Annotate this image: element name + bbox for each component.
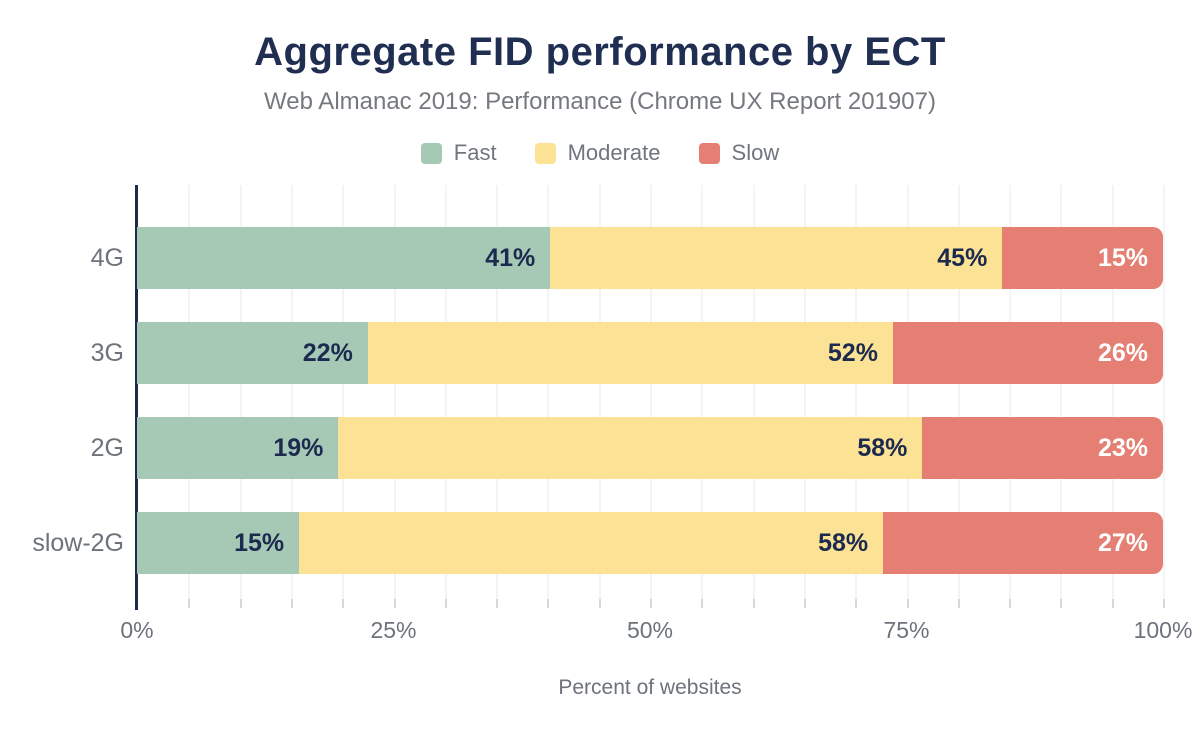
legend-item-fast: Fast xyxy=(420,140,497,166)
x-axis-tick xyxy=(239,599,242,608)
x-axis-tick-label-50: 50% xyxy=(626,617,674,643)
gridline xyxy=(1060,185,1063,608)
x-axis-tick-label-0: 0% xyxy=(120,617,154,643)
bar-value-label: 22% xyxy=(302,338,353,367)
gridline xyxy=(803,185,806,608)
bar-segment-slow: 23% xyxy=(922,417,1163,479)
legend-swatch-icon xyxy=(534,142,556,164)
bar-value-label: 27% xyxy=(1097,528,1149,557)
gridline xyxy=(547,185,550,608)
gridline xyxy=(444,185,447,608)
gridline xyxy=(1009,185,1012,608)
x-axis-tick xyxy=(496,599,499,608)
bar-row-2G: 19% 58% 23% xyxy=(137,417,1163,479)
y-axis-label-3G: 3G xyxy=(90,339,124,367)
x-axis-title: Percent of websites xyxy=(558,676,742,699)
y-axis-label-slow-2G: slow-2G xyxy=(32,529,124,557)
bar-segment-fast: 19% xyxy=(137,417,339,479)
gridline xyxy=(957,185,960,608)
chart-title: Aggregate FID performance by ECT xyxy=(254,30,946,74)
gridline xyxy=(1163,185,1165,608)
bar-value-label: 19% xyxy=(273,433,324,462)
gridline xyxy=(650,185,652,608)
gridline xyxy=(701,185,704,608)
bar-value-label: 15% xyxy=(234,528,285,557)
gridline xyxy=(496,185,499,608)
gridline xyxy=(239,185,242,608)
y-axis-label-4G: 4G xyxy=(90,244,124,272)
x-axis-tick xyxy=(188,599,191,608)
legend-item-slow: Slow xyxy=(698,140,780,166)
bar-value-label: 52% xyxy=(827,338,878,367)
x-axis-tick xyxy=(957,599,960,608)
bar-segment-slow: 26% xyxy=(892,322,1163,384)
x-axis-tick-label-100: 100% xyxy=(1133,617,1193,643)
gridline xyxy=(393,185,396,608)
legend-item-moderate: Moderate xyxy=(534,140,661,166)
bar-segment-fast: 41% xyxy=(137,227,551,289)
gridline xyxy=(290,185,293,608)
bar-value-label: 58% xyxy=(857,433,908,462)
bar-segment-moderate: 52% xyxy=(367,322,893,384)
x-axis-tick xyxy=(1111,599,1114,608)
x-axis-tick xyxy=(342,599,345,608)
plot-area: 41% 45% 15% 22% 52% 26% 19% 58% 23% 15% 58% 27% xyxy=(135,185,1165,610)
y-axis-label-2G: 2G xyxy=(90,434,124,462)
x-axis-tick xyxy=(906,599,909,608)
bar-segment-fast: 22% xyxy=(137,322,368,384)
x-axis-tick-label-75: 75% xyxy=(883,617,930,643)
x-axis-tick xyxy=(1163,599,1165,608)
legend-label: Slow xyxy=(731,140,780,165)
bar-value-label: 15% xyxy=(1097,243,1148,272)
bar-segment-fast: 15% xyxy=(137,512,300,574)
x-axis-tick xyxy=(701,599,704,608)
gridline xyxy=(1111,185,1114,608)
bar-segment-moderate: 45% xyxy=(550,227,1003,289)
legend-swatch-icon xyxy=(420,142,442,164)
x-axis-tick-label-25: 25% xyxy=(370,617,417,643)
x-axis-tick xyxy=(752,599,755,608)
x-axis-tick xyxy=(290,599,293,608)
bar-row-4G: 41% 45% 15% xyxy=(137,227,1163,289)
legend-label: Moderate xyxy=(567,140,661,165)
x-axis-tick xyxy=(547,599,550,608)
gridline xyxy=(188,185,191,608)
gridline xyxy=(598,185,601,608)
gridline xyxy=(342,185,345,608)
bar-value-label: 41% xyxy=(485,243,536,272)
bar-segment-moderate: 58% xyxy=(338,417,923,479)
legend: Fast Moderate Slow xyxy=(0,140,1200,166)
bar-value-label: 58% xyxy=(818,528,869,557)
legend-label: Fast xyxy=(453,140,497,165)
bar-value-label: 23% xyxy=(1097,433,1148,462)
bar-row-3G: 22% 52% 26% xyxy=(137,322,1163,384)
x-axis-tick xyxy=(650,599,652,608)
bar-value-label: 45% xyxy=(937,243,988,272)
x-axis-tick xyxy=(855,599,858,608)
x-axis-tick xyxy=(1060,599,1063,608)
x-axis-tick xyxy=(444,599,447,608)
legend-swatch-icon xyxy=(698,142,720,164)
bar-row-slow-2G: 15% 58% 27% xyxy=(137,512,1164,574)
gridline xyxy=(855,185,858,608)
bar-segment-slow: 15% xyxy=(1002,227,1163,289)
bar-segment-moderate: 58% xyxy=(299,512,884,574)
x-axis-tick xyxy=(803,599,806,608)
bar-value-label: 26% xyxy=(1097,338,1148,367)
gridline xyxy=(752,185,755,608)
x-axis-tick xyxy=(1009,599,1012,608)
y-axis-line xyxy=(135,185,138,610)
bar-segment-slow: 27% xyxy=(883,512,1164,574)
chart-subtitle: Web Almanac 2019: Performance (Chrome UX… xyxy=(264,88,936,115)
x-axis-tick xyxy=(393,599,396,608)
x-axis-tick xyxy=(598,599,601,608)
gridline xyxy=(906,185,909,608)
